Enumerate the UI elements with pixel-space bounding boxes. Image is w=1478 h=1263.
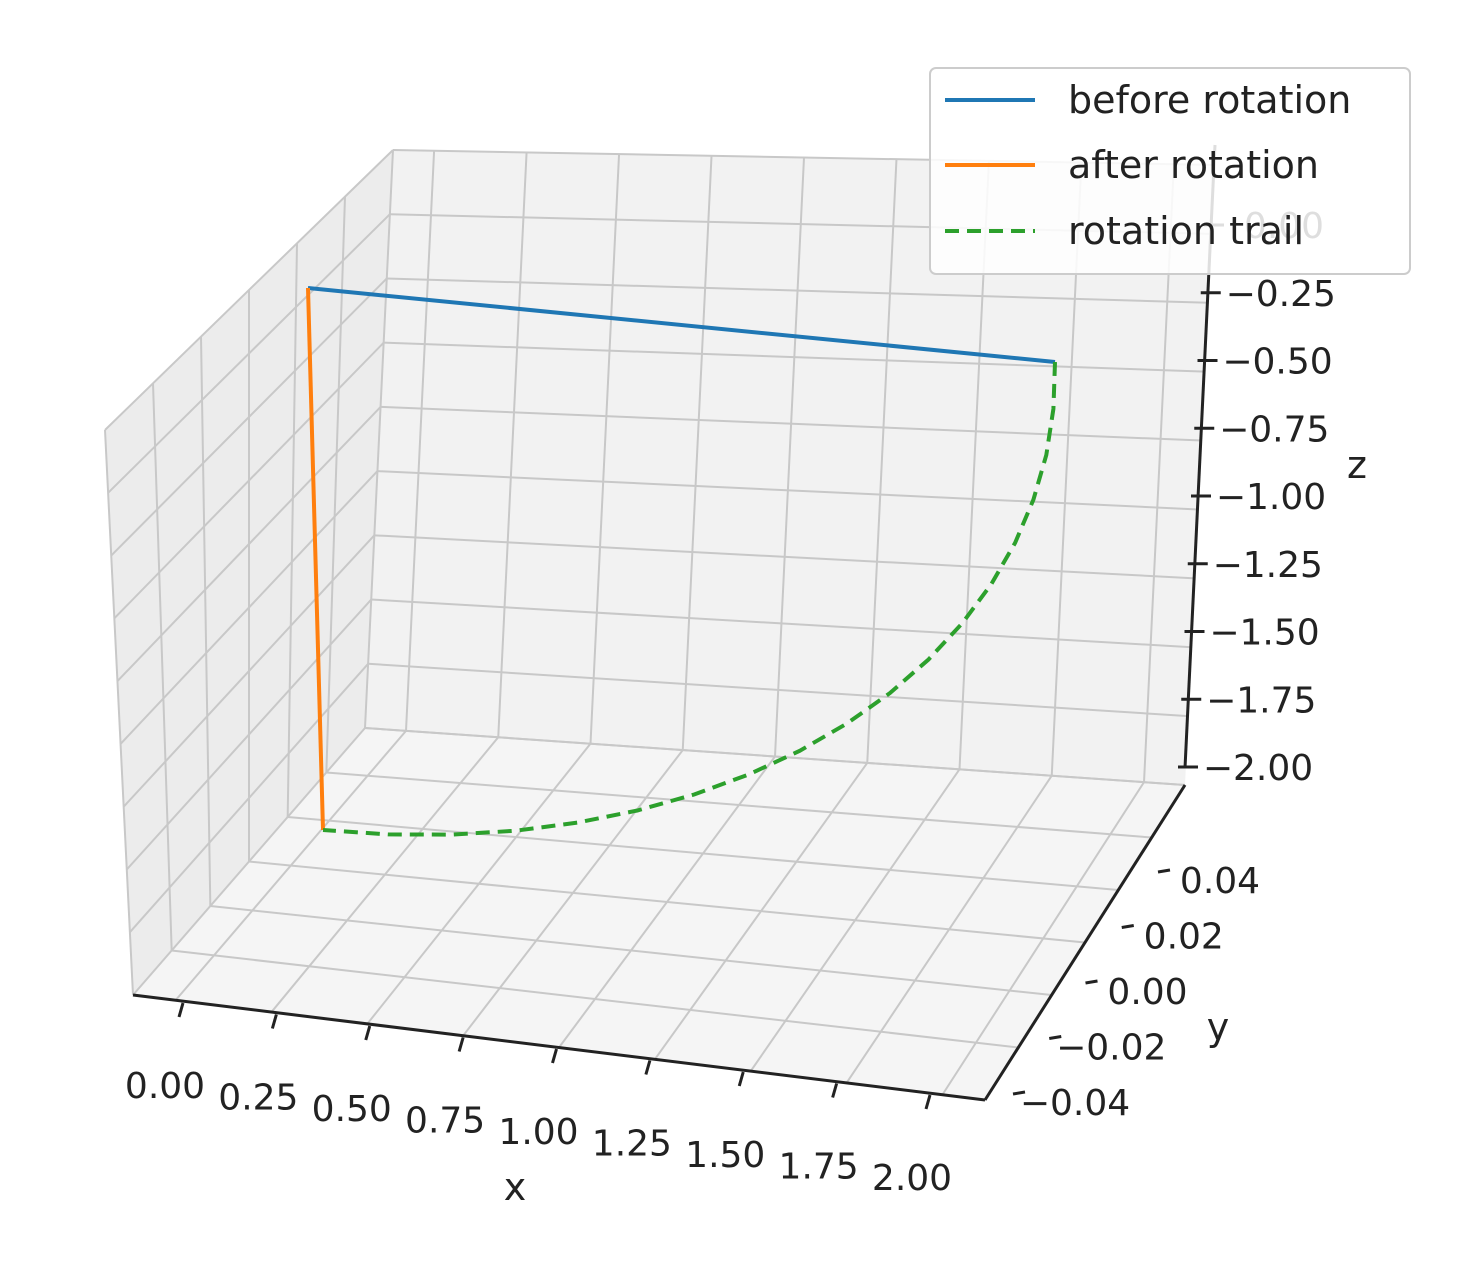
y-tick [1049, 1035, 1062, 1040]
grid-z-side [113, 341, 385, 620]
z-tick-label: −1.50 [1209, 613, 1319, 654]
legend-label-trail: rotation trail [1068, 209, 1304, 253]
series-after-rotation [306, 287, 325, 831]
grid-x-back [405, 150, 436, 731]
legend-label-after: after rotation [1068, 143, 1319, 187]
grid-z-side [110, 277, 388, 557]
grid-y-side [286, 243, 298, 818]
grid-y-floor [326, 771, 1152, 839]
x-tick-label: 1.25 [592, 1124, 672, 1165]
grid-y-side [104, 429, 134, 996]
x-tick-label: 2.00 [872, 1158, 952, 1199]
y-tick [1121, 924, 1134, 929]
x-tick [457, 1037, 465, 1052]
back-pane [365, 150, 1215, 785]
y-axis-line [983, 784, 1187, 1101]
tick-labels: 0.00 0.25 0.50 0.75 1.00 1.25 1.50 1.75 2.00 −0.0… [125, 206, 1336, 1199]
y-tick-label: 0.02 [1144, 917, 1224, 958]
grid-y-side [152, 383, 173, 951]
z-axis-label: z [1347, 443, 1367, 487]
axis-panes [105, 150, 1215, 1100]
y-axis-label: y [1207, 1005, 1230, 1049]
grid-x-back [589, 154, 621, 744]
y-tick-label: −0.04 [1020, 1083, 1130, 1124]
legend-label-before: before rotation [1068, 78, 1351, 122]
grid-z-side [126, 598, 372, 871]
x-tick-label: 1.00 [498, 1112, 578, 1153]
grid-y-floor [210, 905, 1052, 996]
grid-x-back [681, 155, 713, 751]
grid-x-back [866, 159, 898, 763]
y-tick-label: −0.02 [1056, 1028, 1166, 1069]
grid-x-back [774, 157, 805, 757]
grid-z-back [383, 341, 1206, 373]
grid-z-back [374, 534, 1196, 580]
grid-z-back [364, 727, 1186, 786]
grid-y-floor [248, 860, 1086, 944]
x-tick-label: 0.25 [218, 1078, 298, 1119]
grid-y-side [200, 336, 212, 907]
x-tick [644, 1060, 652, 1075]
x-tick [737, 1071, 745, 1087]
grid-z-side [119, 470, 379, 745]
grid-z-back [368, 662, 1189, 718]
z-tick-label: −1.00 [1216, 477, 1326, 518]
x-axis-line [132, 993, 986, 1102]
x-tick-label: 1.50 [685, 1135, 765, 1176]
x-tick-label: 0.50 [312, 1089, 392, 1130]
x-tick [364, 1025, 372, 1041]
grid-z-side [122, 534, 376, 808]
grid-z-back [380, 405, 1202, 442]
x-tick-label: 0.00 [125, 1066, 205, 1107]
grid-z-side [107, 213, 391, 494]
z-tick-label: −1.25 [1213, 545, 1323, 586]
y-tick [1085, 979, 1098, 985]
z-tick-label: −0.50 [1222, 342, 1332, 383]
grid-y-floor [287, 816, 1119, 891]
grid-x-back [497, 152, 528, 738]
grid-y-floor [171, 949, 1019, 1049]
y-tick-label: 0.00 [1107, 972, 1187, 1013]
y-tick [1157, 868, 1171, 874]
x-tick [831, 1083, 839, 1098]
z-tick-label: −0.75 [1219, 409, 1329, 450]
grid-z-side [129, 663, 369, 933]
z-tick-label: −0.25 [1226, 274, 1336, 315]
grid-z-side [132, 727, 366, 996]
x-tick [177, 1002, 185, 1018]
x-tick [924, 1094, 932, 1110]
x-tick-label: 0.75 [405, 1101, 485, 1142]
grid-z-back [377, 470, 1199, 511]
z-tick-label: −1.75 [1206, 680, 1316, 721]
series-before-rotation [307, 286, 1056, 364]
y-tick-label: 0.04 [1180, 861, 1260, 902]
grid-y-side [364, 149, 394, 729]
x-axis-label: x [504, 1165, 527, 1209]
x-tick [270, 1014, 278, 1029]
grid-z-side [104, 149, 394, 431]
x-tick-label: 1.75 [779, 1147, 859, 1188]
legend-frame [929, 67, 1411, 275]
z-tick-label: −2.00 [1203, 748, 1313, 789]
series-layer [306, 286, 1057, 837]
x-tick [551, 1048, 558, 1064]
grid-z-back [371, 598, 1192, 649]
y-tick [1012, 1090, 1026, 1096]
grid-z-back [386, 277, 1209, 304]
series-rotation-trail [322, 361, 1057, 837]
grid-z-side [116, 406, 382, 682]
legend: before rotation after rotation rotation … [929, 67, 1411, 275]
